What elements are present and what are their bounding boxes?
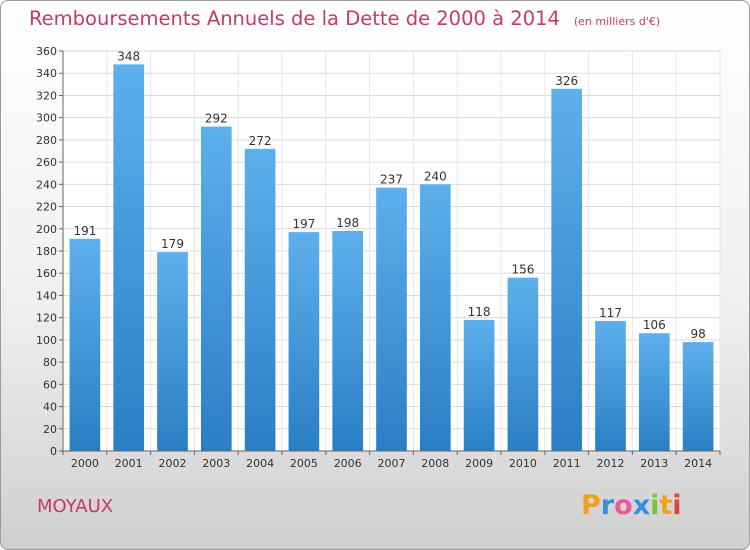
x-tick-label: 2002: [159, 457, 187, 470]
y-tick-label: 180: [36, 245, 57, 258]
y-tick-label: 20: [43, 423, 57, 436]
axes: [59, 50, 721, 455]
x-tick-label: 2008: [421, 457, 449, 470]
commune-name: MOYAUX: [37, 496, 114, 517]
y-tick-label: 120: [36, 312, 57, 325]
data-label: 292: [205, 112, 228, 126]
data-label: 117: [599, 306, 622, 320]
data-label: 98: [690, 327, 705, 341]
bar: [200, 126, 232, 452]
data-label: 118: [468, 305, 491, 319]
x-tick-label: 2004: [246, 457, 274, 470]
x-tick-label: 2000: [71, 457, 99, 470]
data-label: 156: [511, 263, 534, 277]
bar: [288, 232, 320, 451]
bar: [376, 187, 407, 451]
logo-letter: P: [581, 490, 601, 521]
x-tick-label: 2005: [290, 457, 318, 470]
bar: [69, 238, 101, 451]
y-tick-label: 360: [36, 45, 57, 58]
x-tick-label: 2003: [202, 457, 230, 470]
logo-letter: i: [650, 490, 660, 521]
x-tick-label: 2013: [640, 457, 668, 470]
bars: [69, 64, 714, 452]
data-label: 326: [555, 74, 578, 88]
x-tick-label: 2011: [553, 457, 581, 470]
x-tick-label: 2010: [509, 457, 537, 470]
y-tick-label: 200: [36, 223, 57, 236]
x-tick-label: 2007: [378, 457, 406, 470]
y-tick-label: 220: [36, 201, 57, 214]
bar: [463, 319, 495, 451]
logo-letter: t: [659, 490, 673, 521]
x-tick-label: 2014: [684, 457, 712, 470]
logo-letter: o: [614, 490, 633, 521]
x-tick-label: 2006: [334, 457, 362, 470]
logo-letter: i: [672, 490, 682, 521]
title-text: Remboursements Annuels de la Dette de 20…: [29, 7, 560, 30]
bar: [332, 231, 364, 451]
y-tick-label: 0: [50, 445, 57, 458]
y-tick-label: 340: [36, 67, 57, 80]
chart-title: Remboursements Annuels de la Dette de 20…: [29, 7, 660, 30]
data-label: 106: [643, 318, 666, 332]
bar: [419, 184, 451, 452]
y-tick-label: 60: [43, 378, 57, 391]
data-label: 179: [161, 237, 184, 251]
y-tick-label: 320: [36, 89, 57, 102]
x-tick-label: 2001: [115, 457, 143, 470]
y-tick-label: 80: [43, 356, 57, 369]
logo-letter: x: [632, 490, 651, 521]
bar: [638, 333, 670, 451]
y-tick-label: 100: [36, 334, 57, 347]
data-label: 240: [424, 169, 447, 183]
labels: 0 20 40 60 80 100 120 140 160 180 200 220 240 260 280 3…: [36, 45, 712, 470]
x-tick-label: 2009: [465, 457, 493, 470]
y-tick-label: 160: [36, 267, 57, 280]
y-tick-label: 140: [36, 289, 57, 302]
bar: [682, 342, 714, 451]
data-label: 197: [292, 217, 315, 231]
data-label: 198: [336, 216, 359, 230]
unit-label: (en milliers d'€): [573, 15, 661, 28]
bar: [244, 148, 276, 451]
data-label: 348: [117, 49, 140, 63]
data-label: 237: [380, 173, 403, 187]
y-tick-label: 280: [36, 134, 57, 147]
data-label: 272: [249, 134, 272, 148]
bar: [113, 64, 145, 452]
bar: [157, 252, 188, 451]
bar: [507, 277, 539, 451]
y-tick-label: 260: [36, 156, 57, 169]
y-tick-label: 240: [36, 178, 57, 191]
y-tick-label: 40: [43, 401, 57, 414]
bar: [595, 321, 626, 451]
logo-letter: r: [600, 490, 615, 521]
proxiti-logo: Proxiti: [581, 490, 682, 521]
data-label: 191: [73, 224, 96, 238]
bar: [551, 88, 583, 452]
y-tick-label: 300: [36, 112, 57, 125]
x-tick-label: 2012: [597, 457, 625, 470]
